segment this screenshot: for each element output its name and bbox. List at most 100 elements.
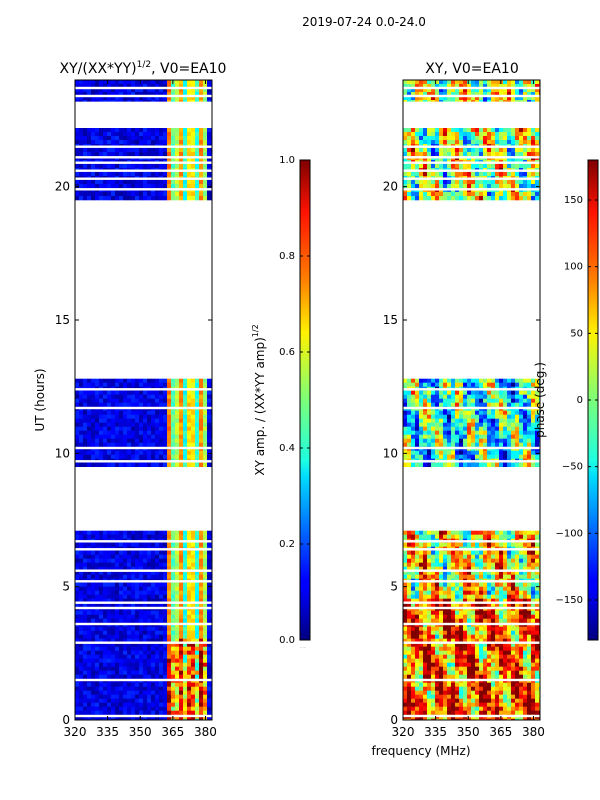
- heatmap-cell: [467, 550, 472, 555]
- heatmap-cell: [135, 96, 140, 101]
- heatmap-cell: [91, 598, 96, 603]
- heatmap-cell: [123, 148, 128, 153]
- heatmap-cell: [431, 554, 436, 559]
- heatmap-cell: [79, 164, 84, 169]
- heatmap-cell: [447, 550, 452, 555]
- heatmap-cell: [183, 630, 188, 635]
- heatmap-cell: [431, 634, 436, 639]
- heatmap-cell: [115, 534, 120, 539]
- heatmap-cell: [107, 630, 112, 635]
- heatmap-cell: [183, 530, 188, 535]
- heatmap-cell: [143, 92, 148, 97]
- heatmap-cell: [131, 542, 136, 547]
- heatmap-cell: [139, 570, 144, 575]
- heatmap-cell: [123, 534, 128, 539]
- heatmap-cell: [427, 542, 432, 547]
- heatmap-cell: [107, 128, 112, 133]
- heatmap-cell: [95, 590, 100, 595]
- heatmap-cell: [203, 184, 208, 189]
- heatmap-cell: [423, 574, 428, 579]
- heatmap-cell: [143, 702, 148, 707]
- heatmap-cell: [143, 586, 148, 591]
- heatmap-cell: [111, 602, 116, 607]
- heatmap-cell: [447, 558, 452, 563]
- heatmap-cell: [163, 682, 168, 687]
- heatmap-cell: [107, 100, 112, 102]
- heatmap-cell: [427, 558, 432, 563]
- heatmap-cell: [511, 694, 516, 699]
- heatmap-cell: [167, 394, 172, 399]
- heatmap-cell: [503, 554, 508, 559]
- flagged-gap-line: [75, 601, 212, 604]
- heatmap-cell: [183, 442, 188, 447]
- heatmap-cell: [147, 530, 152, 535]
- heatmap-cell: [427, 626, 432, 631]
- heatmap-cell: [531, 602, 536, 607]
- heatmap-cell: [79, 690, 84, 695]
- heatmap-cell: [183, 80, 188, 85]
- heatmap-cell: [439, 598, 444, 603]
- heatmap-cell: [103, 196, 108, 201]
- heatmap-cell: [95, 192, 100, 197]
- heatmap-cell: [535, 710, 540, 715]
- heatmap-cell: [99, 658, 104, 663]
- heatmap-cell: [167, 590, 172, 595]
- heatmap-cell: [115, 590, 120, 595]
- heatmap-cell: [103, 654, 108, 659]
- heatmap-cell: [207, 410, 212, 415]
- heatmap-cell: [159, 698, 164, 703]
- heatmap-cell: [475, 710, 480, 715]
- heatmap-cell: [199, 398, 204, 403]
- heatmap-cell: [99, 530, 104, 535]
- heatmap-cell: [531, 638, 536, 643]
- heatmap-cell: [75, 410, 80, 415]
- heatmap-cell: [167, 650, 172, 655]
- heatmap-cell: [195, 662, 200, 667]
- heatmap-cell: [187, 100, 192, 102]
- heatmap-cell: [191, 638, 196, 643]
- heatmap-cell: [91, 670, 96, 675]
- heatmap-cell: [207, 550, 212, 555]
- heatmap-cell: [467, 674, 472, 679]
- heatmap-cell: [127, 674, 132, 679]
- heatmap-cell: [155, 426, 160, 431]
- heatmap-cell: [187, 84, 192, 89]
- heatmap-cell: [431, 590, 436, 595]
- heatmap-cell: [127, 88, 132, 93]
- heatmap-cell: [91, 694, 96, 699]
- heatmap-cell: [451, 530, 456, 535]
- heatmap-cell: [479, 550, 484, 555]
- heatmap-cell: [147, 650, 152, 655]
- heatmap-cell: [175, 100, 180, 102]
- heatmap-cell: [499, 574, 504, 579]
- heatmap-cell: [159, 128, 164, 133]
- heatmap-cell: [127, 442, 132, 447]
- heatmap-cell: [471, 574, 476, 579]
- heatmap-cell: [415, 562, 420, 567]
- heatmap-cell: [131, 402, 136, 407]
- heatmap-cell: [439, 562, 444, 567]
- heatmap-cell: [107, 706, 112, 711]
- heatmap-cell: [159, 426, 164, 431]
- heatmap-cell: [107, 702, 112, 707]
- heatmap-cell: [139, 92, 144, 97]
- heatmap-cell: [159, 710, 164, 715]
- heatmap-cell: [135, 426, 140, 431]
- heatmap-cell: [491, 530, 496, 535]
- heatmap-cell: [119, 184, 124, 189]
- heatmap-cell: [463, 542, 468, 547]
- heatmap-cell: [179, 706, 184, 711]
- heatmap-cell: [111, 710, 116, 715]
- heatmap-cell: [147, 662, 152, 667]
- heatmap-cell: [527, 594, 532, 599]
- heatmap-cell: [111, 418, 116, 423]
- heatmap-cell: [175, 442, 180, 447]
- heatmap-cell: [159, 594, 164, 599]
- heatmap-cell: [139, 462, 144, 467]
- heatmap-cell: [95, 698, 100, 703]
- heatmap-cell: [115, 414, 120, 419]
- heatmap-cell: [159, 442, 164, 447]
- heatmap-cell: [91, 570, 96, 575]
- heatmap-cell: [95, 594, 100, 599]
- heatmap-cell: [411, 710, 416, 715]
